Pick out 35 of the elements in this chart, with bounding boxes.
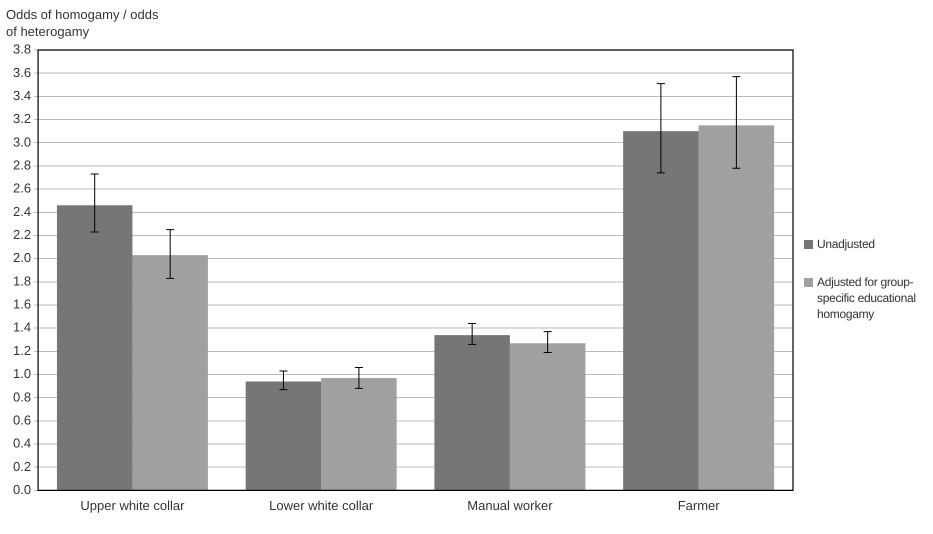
y-tick-label: 3.6 [12, 64, 32, 80]
y-tick-label: 2.4 [12, 204, 32, 219]
y-tick-label: 3.8 [12, 42, 32, 57]
y-tick-label: 3.4 [12, 88, 32, 103]
x-tick-label: Lower white collar [269, 498, 374, 513]
bar [698, 125, 774, 490]
bar [510, 343, 586, 490]
y-tick-label: 1.2 [12, 342, 32, 358]
y-tick-label: 1.8 [12, 273, 32, 288]
bar [246, 381, 322, 490]
y-tick-label: 0.0 [12, 482, 32, 497]
bar [623, 131, 699, 490]
y-tick-label: 0.8 [12, 389, 32, 404]
x-tick-label: Manual worker [467, 498, 554, 513]
y-tick-label: 2.6 [12, 180, 32, 196]
legend-label: Unadjusted [817, 236, 875, 252]
y-tick-label: 3.2 [12, 111, 32, 126]
legend-label: Adjusted for group-specific educational homogamy [817, 274, 917, 322]
x-tick-label: Farmer [678, 498, 720, 513]
y-tick-label: 2.0 [12, 250, 32, 266]
y-tick-label: 3.0 [12, 134, 32, 150]
y-tick-label: 0.4 [12, 436, 32, 451]
y-tick-label: 2.2 [12, 227, 32, 242]
bar [321, 378, 397, 490]
y-tick-label: 2.8 [12, 157, 32, 172]
y-tick-label: 1.6 [12, 296, 32, 312]
bar [434, 335, 510, 490]
x-tick-label: Upper white collar [80, 498, 186, 513]
y-tick-label: 0.6 [12, 412, 32, 428]
bar [56, 205, 132, 490]
y-tick-label: 1.4 [12, 320, 32, 335]
y-tick-label: 1.0 [12, 366, 32, 382]
y-axis-title: Odds of homogamy / odds of heterogamy [6, 6, 160, 40]
bar [132, 255, 208, 490]
y-tick-label: 0.2 [12, 458, 32, 474]
